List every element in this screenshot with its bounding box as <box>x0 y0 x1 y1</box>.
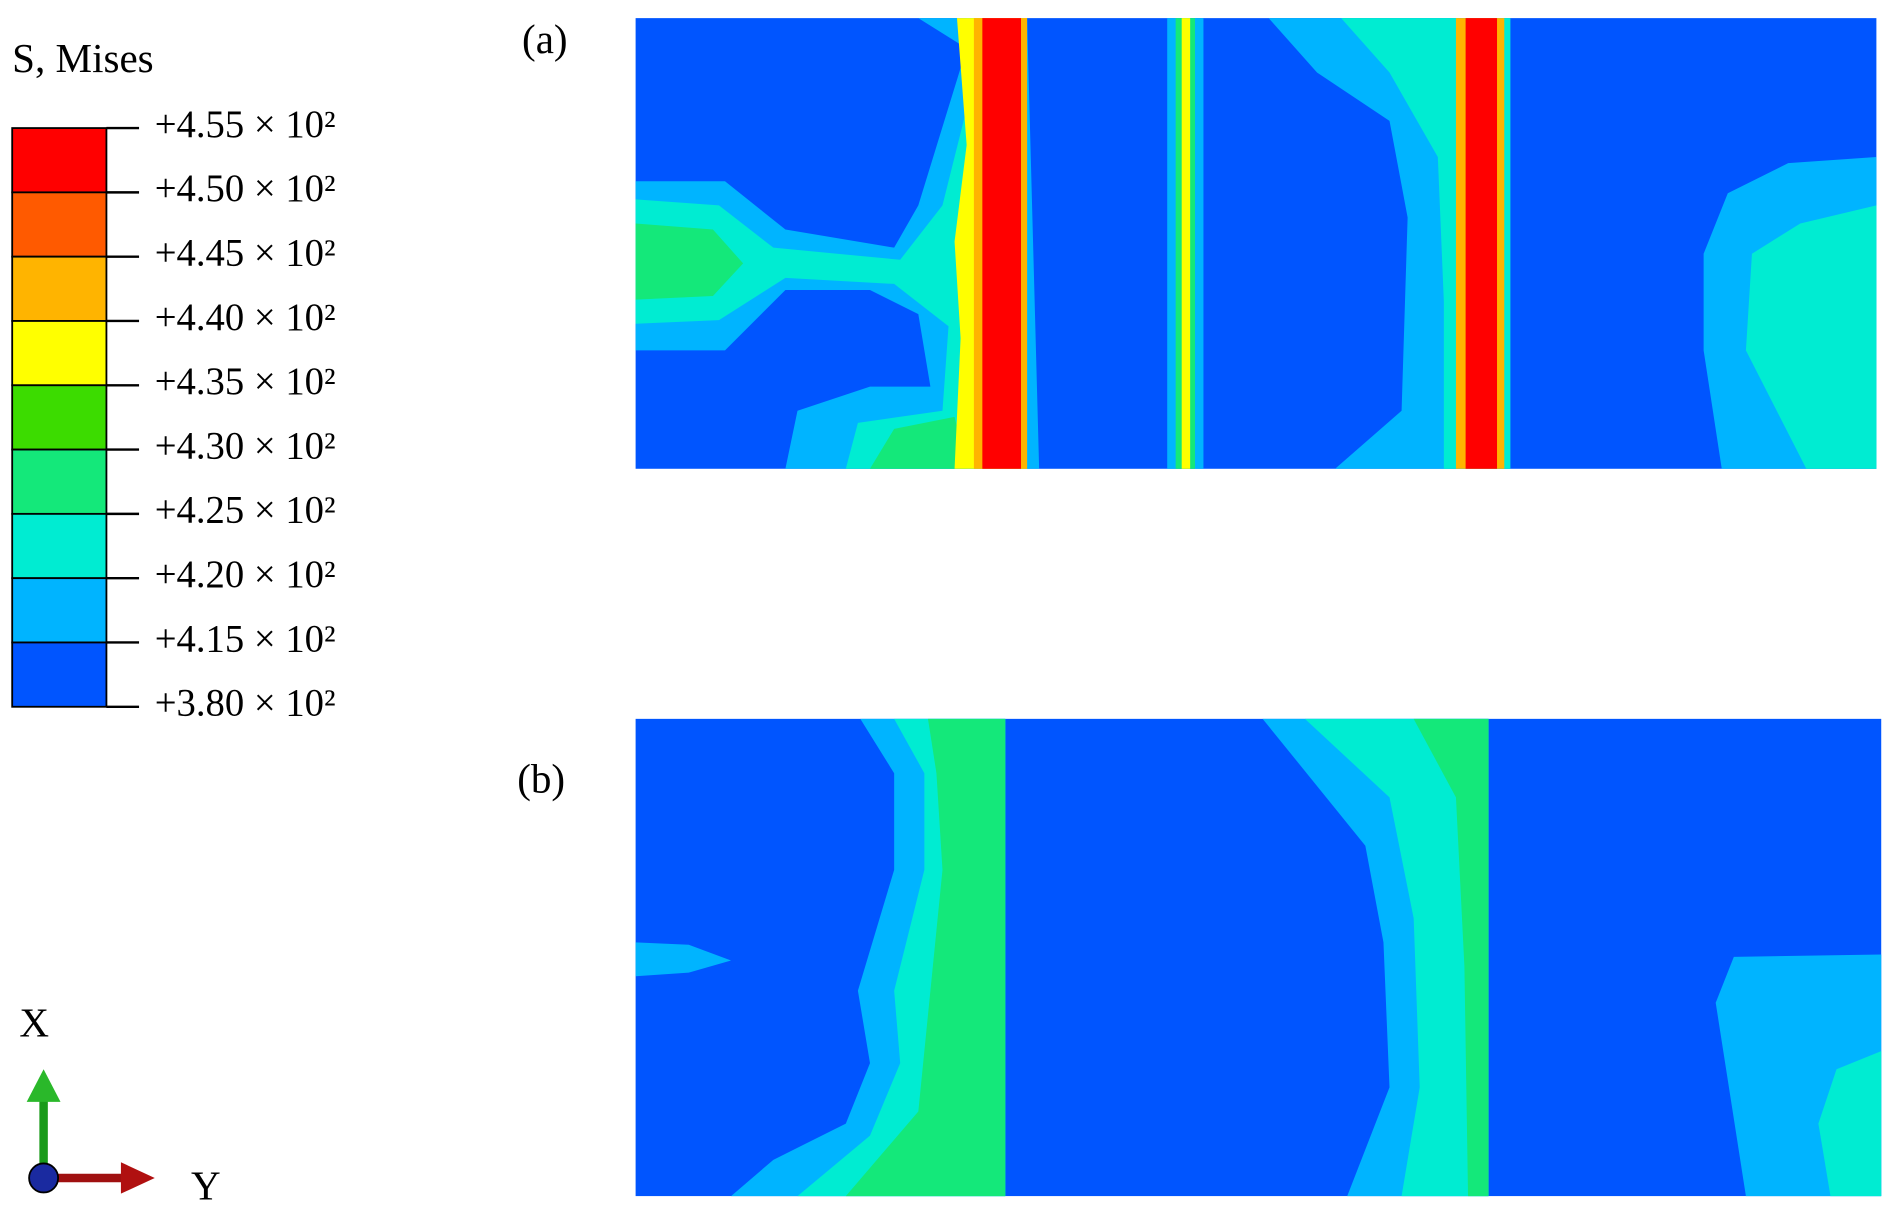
legend-label: +4.35 × 10² <box>155 361 336 403</box>
contour-region <box>845 718 1006 1197</box>
legend-label: +4.55 × 10² <box>155 104 336 146</box>
contour-region <box>1181 18 1191 469</box>
triad-arrow <box>26 1069 61 1102</box>
legend-swatch <box>11 512 108 580</box>
panel-label: (b) <box>517 755 565 801</box>
contour-region <box>635 18 1040 469</box>
panel-label: (a) <box>522 16 568 62</box>
contour-region <box>869 416 967 469</box>
contour-region <box>1745 205 1877 469</box>
triad-label: Y <box>191 1162 221 1208</box>
contour-panel-b <box>635 718 1882 1197</box>
legend-swatch <box>11 641 108 708</box>
legend-swatch <box>11 384 108 451</box>
contour-panel-a <box>635 18 1877 469</box>
legend: +4.55 × 10² +4.50 × 10² +4.45 × 10² +4.40 ×… <box>11 104 336 725</box>
legend-label: +4.45 × 10² <box>155 233 336 275</box>
legend-label: +4.20 × 10² <box>155 554 336 596</box>
contour-background <box>635 718 1882 1197</box>
legend-swatch <box>11 320 108 387</box>
legend-title: S, Mises <box>12 35 153 81</box>
legend-swatch <box>11 255 108 322</box>
contour-region <box>1465 18 1498 469</box>
legend-label: +3.80 × 10² <box>155 683 336 725</box>
triad-label: X <box>19 999 49 1045</box>
contour-region <box>982 18 1022 469</box>
legend-swatch <box>11 448 108 515</box>
triad-arrow <box>120 1162 155 1194</box>
legend-swatch <box>11 127 108 194</box>
legend-swatch <box>11 577 108 644</box>
legend-label: +4.25 × 10² <box>155 490 336 532</box>
legend-label: +4.15 × 10² <box>155 618 336 660</box>
legend-label: +4.50 × 10² <box>155 168 336 210</box>
legend-swatch <box>11 191 108 258</box>
contour-region <box>1413 718 1489 1197</box>
contour-region <box>1304 718 1489 1197</box>
contour-region <box>635 942 732 977</box>
contour-region <box>635 223 744 300</box>
legend-label: +4.30 × 10² <box>155 425 336 467</box>
triad-origin <box>28 1162 60 1194</box>
legend-label: +4.40 × 10² <box>155 297 336 339</box>
contour-region <box>1818 1051 1882 1197</box>
axis-triad: X Y <box>19 999 220 1208</box>
